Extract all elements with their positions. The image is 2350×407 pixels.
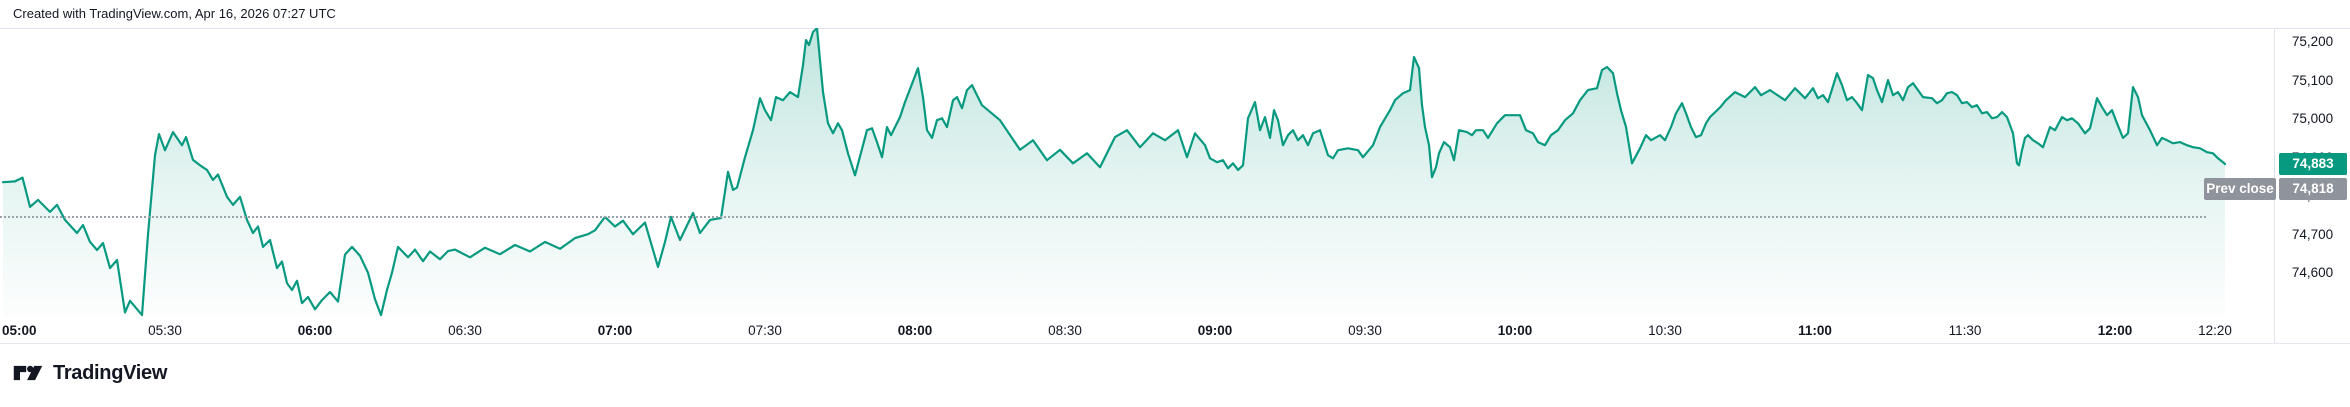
time-axis[interactable]: 05:00 05:30 06:00 06:30 07:00 07:30 08:00 08:30… — [0, 316, 2274, 343]
time-tick-label: 06:30 — [448, 323, 482, 338]
time-tick-label: 07:00 — [597, 323, 633, 338]
time-tick-label: 11:00 — [1798, 323, 1832, 338]
time-tick-label: 10:30 — [1648, 323, 1682, 338]
last-price-badge: 74,883 — [2279, 153, 2347, 176]
prev-close-dotted-line — [0, 216, 2206, 218]
time-tick-label: 07:30 — [748, 323, 782, 338]
price-line — [1, 28, 2227, 317]
prev-close-label: Prev close — [2204, 178, 2276, 201]
time-tick-label: 11:30 — [1948, 323, 1982, 338]
tradingview-logo-icon — [13, 365, 43, 381]
price-tick-label: 74,600 — [2291, 265, 2334, 281]
time-tick-label: 08:00 — [897, 323, 933, 338]
attribution-text: Created with TradingView.com, Apr 16, 20… — [13, 6, 336, 21]
tradingview-logo[interactable]: TradingView — [12, 358, 167, 388]
time-tick-label: 12:20 — [2198, 323, 2232, 338]
time-tick-label: 09:30 — [1348, 323, 1382, 338]
axis-bottom-border — [0, 343, 2350, 344]
time-tick-label: 06:00 — [297, 323, 333, 338]
price-tick-label: 75,200 — [2291, 34, 2334, 49]
chart-plot-area[interactable] — [0, 28, 2274, 317]
price-tick-label: 75,100 — [2291, 72, 2334, 88]
time-tick-label: 09:00 — [1197, 323, 1233, 338]
tradingview-wordmark: TradingView — [53, 361, 168, 384]
time-tick-label: 05:00 — [2, 323, 37, 338]
price-tick-label: 75,000 — [2291, 111, 2334, 127]
time-tick-label: 12:00 — [2097, 323, 2133, 338]
prev-close-value-badge: 74,818 — [2279, 178, 2347, 201]
time-tick-label: 10:00 — [1497, 323, 1533, 338]
price-tick-label: 74,700 — [2291, 226, 2334, 242]
time-tick-label: 05:30 — [148, 323, 182, 338]
price-area-chart — [1, 28, 2227, 317]
area-fill — [3, 28, 2225, 316]
time-tick-label: 08:30 — [1048, 323, 1082, 338]
